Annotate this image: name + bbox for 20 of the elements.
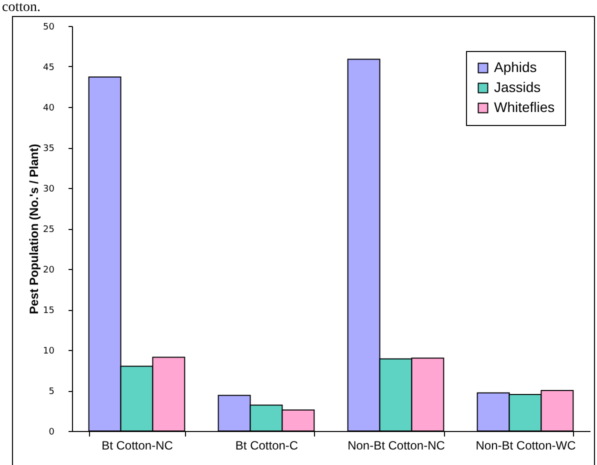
- legend-label: Jassids: [494, 79, 541, 95]
- y-tick-label: 20: [43, 266, 55, 276]
- legend-label: Whiteflies: [494, 99, 555, 115]
- y-tick-label: 0: [48, 428, 55, 438]
- x-tick-label: Bt Cotton-NC: [102, 438, 174, 452]
- legend-label: Aphids: [494, 59, 537, 75]
- y-tick-label: 35: [43, 144, 54, 154]
- y-tick-label: 30: [43, 184, 55, 194]
- y-tick-label: 15: [43, 306, 54, 316]
- x-tick-label: Bt Cotton-C: [235, 438, 298, 452]
- y-tick-label: 25: [43, 225, 54, 235]
- text: cotton.: [2, 0, 40, 16]
- y-tick-label: 40: [43, 104, 55, 114]
- y-tick-label: 45: [43, 63, 54, 73]
- y-tick-label: 50: [43, 22, 55, 32]
- y-axis-title: Pest Population (No.'s / Plant): [27, 144, 42, 314]
- x-tick-label: Non-Bt Cotton-WC: [476, 438, 576, 452]
- y-tick-label: 5: [48, 387, 54, 397]
- x-tick-label: Non-Bt Cotton-NC: [348, 438, 446, 452]
- y-tick-label: 10: [43, 346, 55, 356]
